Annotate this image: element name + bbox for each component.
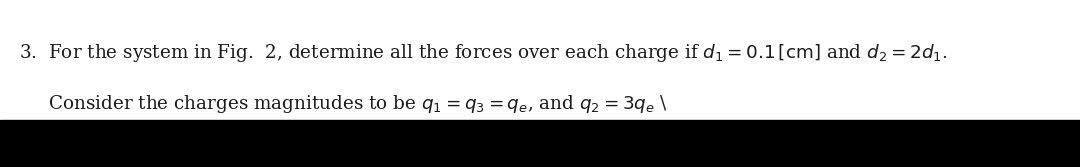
Text: 3.  For the system in Fig.  2, determine all the forces over each charge if $d_1: 3. For the system in Fig. 2, determine a… [19, 42, 948, 64]
Text: Consider the charges magnitudes to be $q_1 = q_3 = q_e$, and $q_2 = 3q_e$ \: Consider the charges magnitudes to be $q… [19, 93, 669, 115]
Bar [0, 120, 1080, 167]
